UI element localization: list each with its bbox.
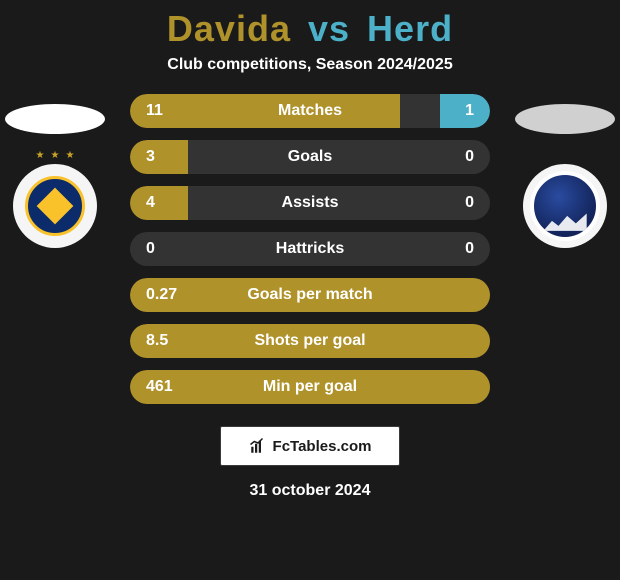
stat-value-left: 3: [146, 148, 155, 166]
stat-label: Assists: [282, 194, 339, 212]
right-side: [510, 94, 620, 248]
stat-label: Matches: [278, 102, 342, 120]
player1-crest: ★ ★ ★: [13, 164, 97, 248]
player2-chip: [515, 104, 615, 134]
stat-row: 461 Min per goal: [130, 370, 490, 404]
stat-row: 4 0 Assists: [130, 186, 490, 220]
brand-badge: FcTables.com: [220, 426, 400, 466]
date-text: 31 october 2024: [250, 482, 371, 500]
stat-row: 0.27 Goals per match: [130, 278, 490, 312]
crest-inner: [25, 176, 85, 236]
player1-name: Davida: [167, 8, 291, 49]
stat-bar-left: [130, 94, 400, 128]
vs-separator: vs: [308, 8, 350, 49]
stat-value-right: 0: [465, 194, 474, 212]
stats-column: 111Matches30Goals40Assists00Hattricks0.2…: [130, 94, 490, 404]
player2-name: Herd: [367, 8, 453, 49]
stat-label: Shots per goal: [254, 332, 365, 350]
stat-label: Goals: [288, 148, 332, 166]
stat-value-left: 0.27: [146, 286, 177, 304]
stat-value-right: 1: [465, 102, 474, 120]
stat-value-right: 0: [465, 148, 474, 166]
stat-value-left: 8.5: [146, 332, 168, 350]
stat-value-left: 11: [146, 102, 163, 120]
star-icon: ★: [51, 150, 60, 161]
subtitle: Club competitions, Season 2024/2025: [167, 56, 452, 74]
stat-value-left: 0: [146, 240, 155, 258]
comparison-card: Davida vs Herd Club competitions, Season…: [0, 0, 620, 580]
stat-label: Goals per match: [247, 286, 372, 304]
player2-crest: [523, 164, 607, 248]
player1-chip: [5, 104, 105, 134]
brand-text: FcTables.com: [273, 438, 372, 455]
content-row: ★ ★ ★ 111Matches30Goals40Assists00Hattri…: [0, 94, 620, 404]
stat-label: Min per goal: [263, 378, 357, 396]
stat-value-left: 461: [146, 378, 173, 396]
crest-stars: ★ ★ ★: [13, 150, 97, 161]
crest-inner: [530, 171, 600, 241]
stat-label: Hattricks: [276, 240, 344, 258]
stat-value-left: 4: [146, 194, 155, 212]
title: Davida vs Herd: [167, 8, 453, 50]
left-side: ★ ★ ★: [0, 94, 110, 248]
stat-row: 3 0 Goals: [130, 140, 490, 174]
stat-row: 0 0 Hattricks: [130, 232, 490, 266]
stat-row: 8.5 Shots per goal: [130, 324, 490, 358]
stat-row: 111Matches: [130, 94, 490, 128]
chart-icon: [249, 437, 267, 455]
stat-value-right: 0: [465, 240, 474, 258]
star-icon: ★: [36, 150, 45, 161]
stat-bar-left: [130, 140, 188, 174]
star-icon: ★: [65, 150, 74, 161]
stat-bar-left: [130, 186, 188, 220]
